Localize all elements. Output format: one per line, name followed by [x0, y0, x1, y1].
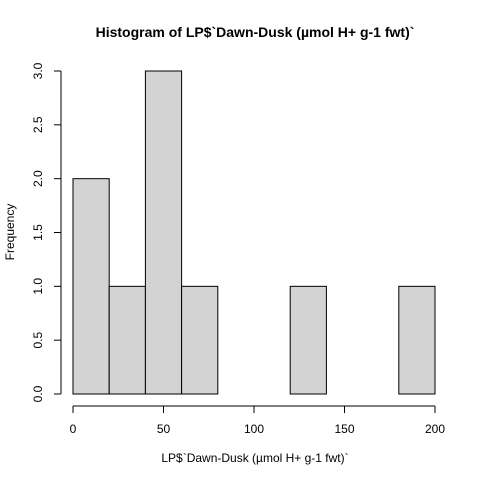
y-tick-label: 0.0: [31, 385, 45, 402]
x-tick-label: 100: [244, 422, 264, 436]
y-axis: 0.0 0.5 1.0 1.5 2.0 2.5 3.0: [31, 62, 62, 402]
y-tick-label: 0.5: [31, 332, 45, 349]
histogram-bar-1: [108, 285, 146, 395]
y-tick-label: 1.5: [31, 224, 45, 241]
x-tick-label: 150: [334, 422, 354, 436]
x-axis-label: LP$`Dawn-Dusk (µmol H+ g-1 fwt)`: [161, 451, 348, 465]
histogram-bar-3: [181, 285, 219, 395]
x-tick-label: 50: [157, 422, 171, 436]
bars-group: [72, 70, 436, 395]
y-tick-label: 3.0: [31, 62, 45, 79]
x-axis: 0 50 100 150 200: [70, 405, 445, 436]
histogram-bar-0: [72, 178, 110, 395]
y-axis-label: Frequency: [3, 204, 17, 261]
chart-title: Histogram of LP$`Dawn-Dusk (µmol H+ g-1 …: [96, 24, 415, 40]
histogram-bar-2: [144, 70, 183, 395]
x-tick-label: 200: [425, 422, 445, 436]
y-tick-label: 2.0: [31, 170, 45, 187]
histogram-bar-6: [289, 285, 327, 395]
y-tick-label: 1.0: [31, 278, 45, 295]
x-tick-label: 0: [70, 422, 77, 436]
histogram-bar-9: [398, 285, 436, 395]
y-tick-label: 2.5: [31, 116, 45, 133]
